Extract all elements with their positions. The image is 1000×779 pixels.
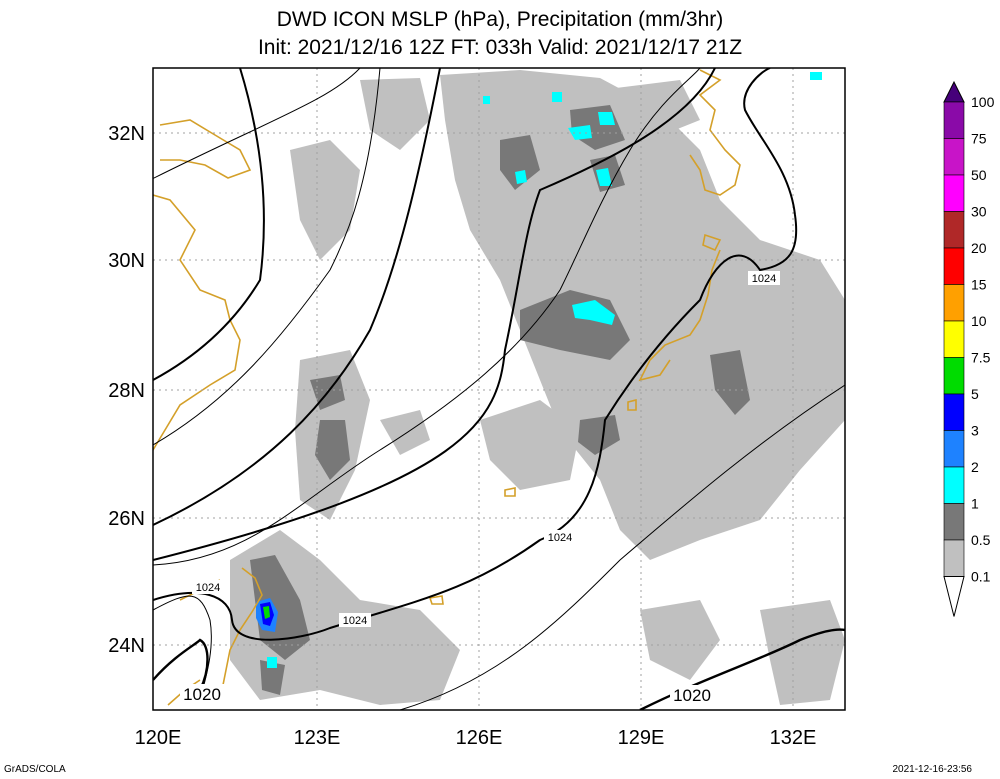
plot-frame <box>152 67 846 711</box>
precip-max-core <box>256 598 278 632</box>
graticule <box>153 68 845 710</box>
colorbar-label: 100 <box>971 94 995 110</box>
colorbar-swatch <box>943 466 965 504</box>
colorbar-swatch <box>943 430 965 468</box>
lon-label-132e: 132E <box>770 727 817 749</box>
colorbar-label: 7.5 <box>971 350 991 366</box>
lat-label-32n: 32N <box>108 123 145 145</box>
precip-1-2 <box>267 72 822 668</box>
contour-label-1020-east: 1020 <box>673 686 711 705</box>
precip-light <box>230 70 845 705</box>
lon-label-120e: 120E <box>135 727 182 749</box>
colorbar-swatch <box>943 357 965 395</box>
lat-label-26n: 26N <box>108 508 145 530</box>
lat-label-24n: 24N <box>108 635 145 657</box>
colorbar-label: 10 <box>971 313 987 329</box>
colorbar-label: 3 <box>971 423 979 439</box>
chart-title-line1: DWD ICON MSLP (hPa), Precipitation (mm/3… <box>276 8 724 31</box>
colorbar-label: 2 <box>971 459 979 475</box>
colorbar-swatch <box>943 138 965 176</box>
colorbar-swatch <box>943 211 965 249</box>
lat-label-30n: 30N <box>108 250 145 272</box>
colorbar-label: 5 <box>971 386 979 402</box>
colorbar-swatch <box>943 101 965 139</box>
footer-timestamp: 2021-12-16-23:56 <box>892 764 972 775</box>
lon-label-123e: 123E <box>294 727 341 749</box>
colorbar-swatch <box>943 320 965 358</box>
lon-label-126e: 126E <box>456 727 503 749</box>
contour-label-1024-ne: 1024 <box>752 273 776 285</box>
colorbar-label: 1 <box>971 496 979 512</box>
colorbar-swatch <box>943 247 965 285</box>
colorbar-label: 75 <box>971 131 987 147</box>
lat-axis: 24N 26N 28N 30N 32N <box>108 123 145 657</box>
isobars <box>153 68 845 710</box>
colorbar: 100 75 50 30 20 15 10 7.5 5 3 2 1 0.5 0.1 <box>943 80 995 617</box>
colorbar-label: 20 <box>971 240 987 256</box>
colorbar-label: 0.5 <box>971 532 991 548</box>
contour-label-1024-west: 1024 <box>196 582 220 594</box>
colorbar-label: 30 <box>971 204 987 220</box>
precipitation-field <box>230 70 845 705</box>
colorbar-swatch <box>943 284 965 322</box>
colorbar-swatch <box>943 174 965 212</box>
contour-label-1020-west: 1020 <box>183 685 221 704</box>
colorbar-label: 0.1 <box>971 569 991 585</box>
chart-title-line2: Init: 2021/12/16 12Z FT: 033h Valid: 202… <box>257 36 743 59</box>
contour-label-1024-south: 1024 <box>343 615 367 627</box>
lon-axis: 120E 123E 126E 129E 132E <box>135 727 817 749</box>
footer-credit: GrADS/COLA <box>4 764 66 775</box>
colorbar-cap-top <box>943 80 965 103</box>
colorbar-swatch <box>943 503 965 541</box>
contour-labels: 1024 1024 1024 1024 1020 1020 <box>180 271 780 705</box>
contour-label-1024-center: 1024 <box>548 532 572 544</box>
colorbar-cap-bottom <box>943 576 965 617</box>
lon-label-129e: 129E <box>618 727 665 749</box>
colorbar-label: 15 <box>971 277 987 293</box>
colorbar-swatch <box>943 539 965 577</box>
colorbar-label: 50 <box>971 167 987 183</box>
colorbar-swatch <box>943 393 965 431</box>
lat-label-28n: 28N <box>108 380 145 402</box>
